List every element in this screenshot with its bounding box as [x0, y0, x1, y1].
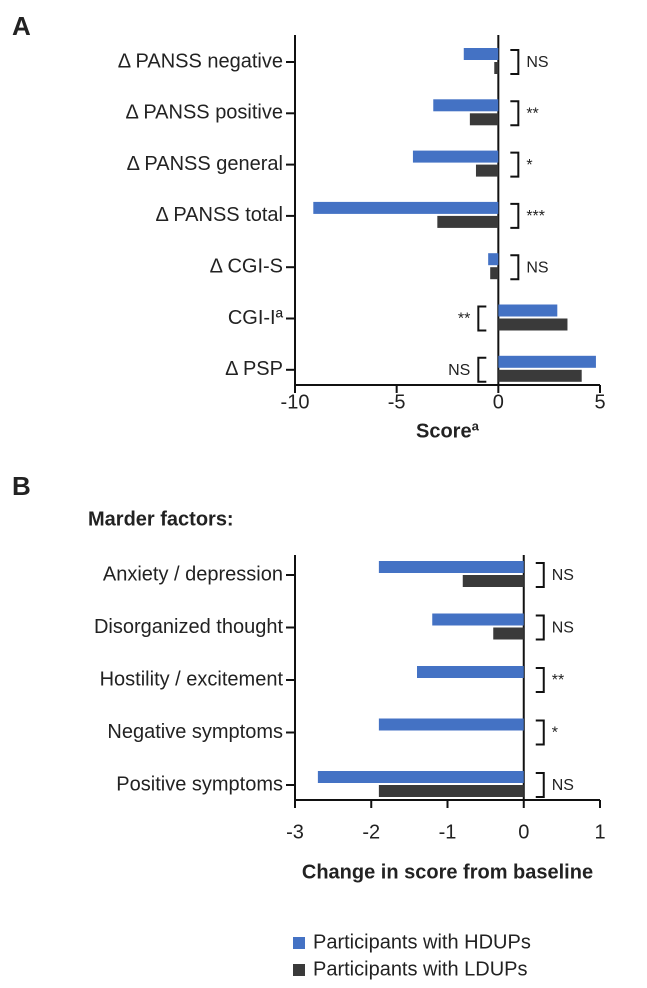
x-tick-label: -1 [439, 821, 457, 843]
x-tick-label: -5 [388, 391, 406, 413]
bar [498, 355, 596, 368]
category-label: Δ PSP [225, 358, 283, 380]
bar [417, 666, 524, 678]
significance-label: ** [526, 106, 538, 123]
x-tick-label: 0 [518, 821, 529, 843]
significance-label: * [552, 725, 558, 742]
bar [498, 369, 582, 382]
category-label: Negative symptoms [107, 721, 283, 743]
bar [462, 575, 524, 587]
significance-label: NS [552, 620, 574, 637]
significance-label: NS [526, 54, 548, 71]
significance-label: * [526, 157, 532, 174]
category-label: CGI-Iª [228, 307, 284, 329]
significance-bracket [535, 719, 545, 746]
x-tick-label: 0 [493, 391, 504, 413]
significance-bracket [510, 254, 520, 281]
bar [378, 785, 524, 797]
significance-bracket [477, 305, 487, 332]
significance-bracket [477, 356, 487, 383]
legend-label: Participants with HDUPs [313, 931, 531, 953]
bar [437, 215, 499, 228]
significance-label: NS [552, 567, 574, 584]
category-label: Δ PANSS total [156, 204, 284, 226]
bar [488, 253, 499, 266]
legend-label: Participants with LDUPs [313, 958, 528, 980]
x-tick-label: -3 [286, 821, 304, 843]
significance-bracket [535, 562, 545, 588]
x-axis-label: Change in score from baseline [302, 861, 593, 883]
bar [498, 318, 568, 331]
significance-label: *** [526, 208, 545, 225]
category-label: Disorganized thought [94, 616, 283, 638]
panel-label: B [12, 471, 31, 501]
category-label: Positive symptoms [116, 773, 283, 795]
x-tick-label: -2 [362, 821, 380, 843]
bar [313, 201, 499, 214]
legend-swatch [293, 937, 305, 949]
significance-label: NS [552, 777, 574, 794]
category-label: Δ CGI-S [210, 255, 283, 277]
x-axis-label: Scoreª [416, 420, 480, 442]
category-label: Δ PANSS general [127, 153, 283, 175]
bar [432, 613, 524, 626]
x-tick-label: 1 [594, 821, 605, 843]
significance-bracket [535, 614, 545, 641]
category-label: Δ PANSS positive [126, 102, 284, 124]
bar [475, 164, 499, 177]
bar [317, 771, 524, 783]
significance-bracket [510, 151, 520, 178]
bar [498, 304, 558, 317]
bar [494, 62, 499, 74]
legend-swatch [293, 964, 305, 976]
category-label: Hostility / excitement [100, 668, 284, 690]
significance-label: ** [552, 672, 564, 689]
bar [412, 150, 499, 163]
bar [469, 113, 499, 126]
category-label: Δ PANSS negative [118, 50, 283, 72]
subtitle: Marder factors: [88, 508, 234, 530]
bar [378, 718, 524, 731]
significance-bracket [535, 772, 545, 798]
bar [493, 627, 524, 640]
category-label: Anxiety / depression [103, 563, 283, 585]
bar [378, 561, 524, 573]
significance-bracket [510, 100, 520, 127]
significance-bracket [510, 49, 520, 75]
bar [433, 99, 499, 112]
significance-label: ** [458, 311, 470, 328]
x-tick-label: 5 [594, 391, 605, 413]
panel-label: A [12, 11, 31, 41]
significance-bracket [510, 202, 520, 229]
x-tick-label: -10 [281, 391, 310, 413]
bar [490, 267, 499, 280]
significance-label: NS [526, 259, 548, 276]
significance-label: NS [448, 362, 470, 379]
bar [463, 48, 499, 60]
significance-bracket [535, 667, 545, 693]
